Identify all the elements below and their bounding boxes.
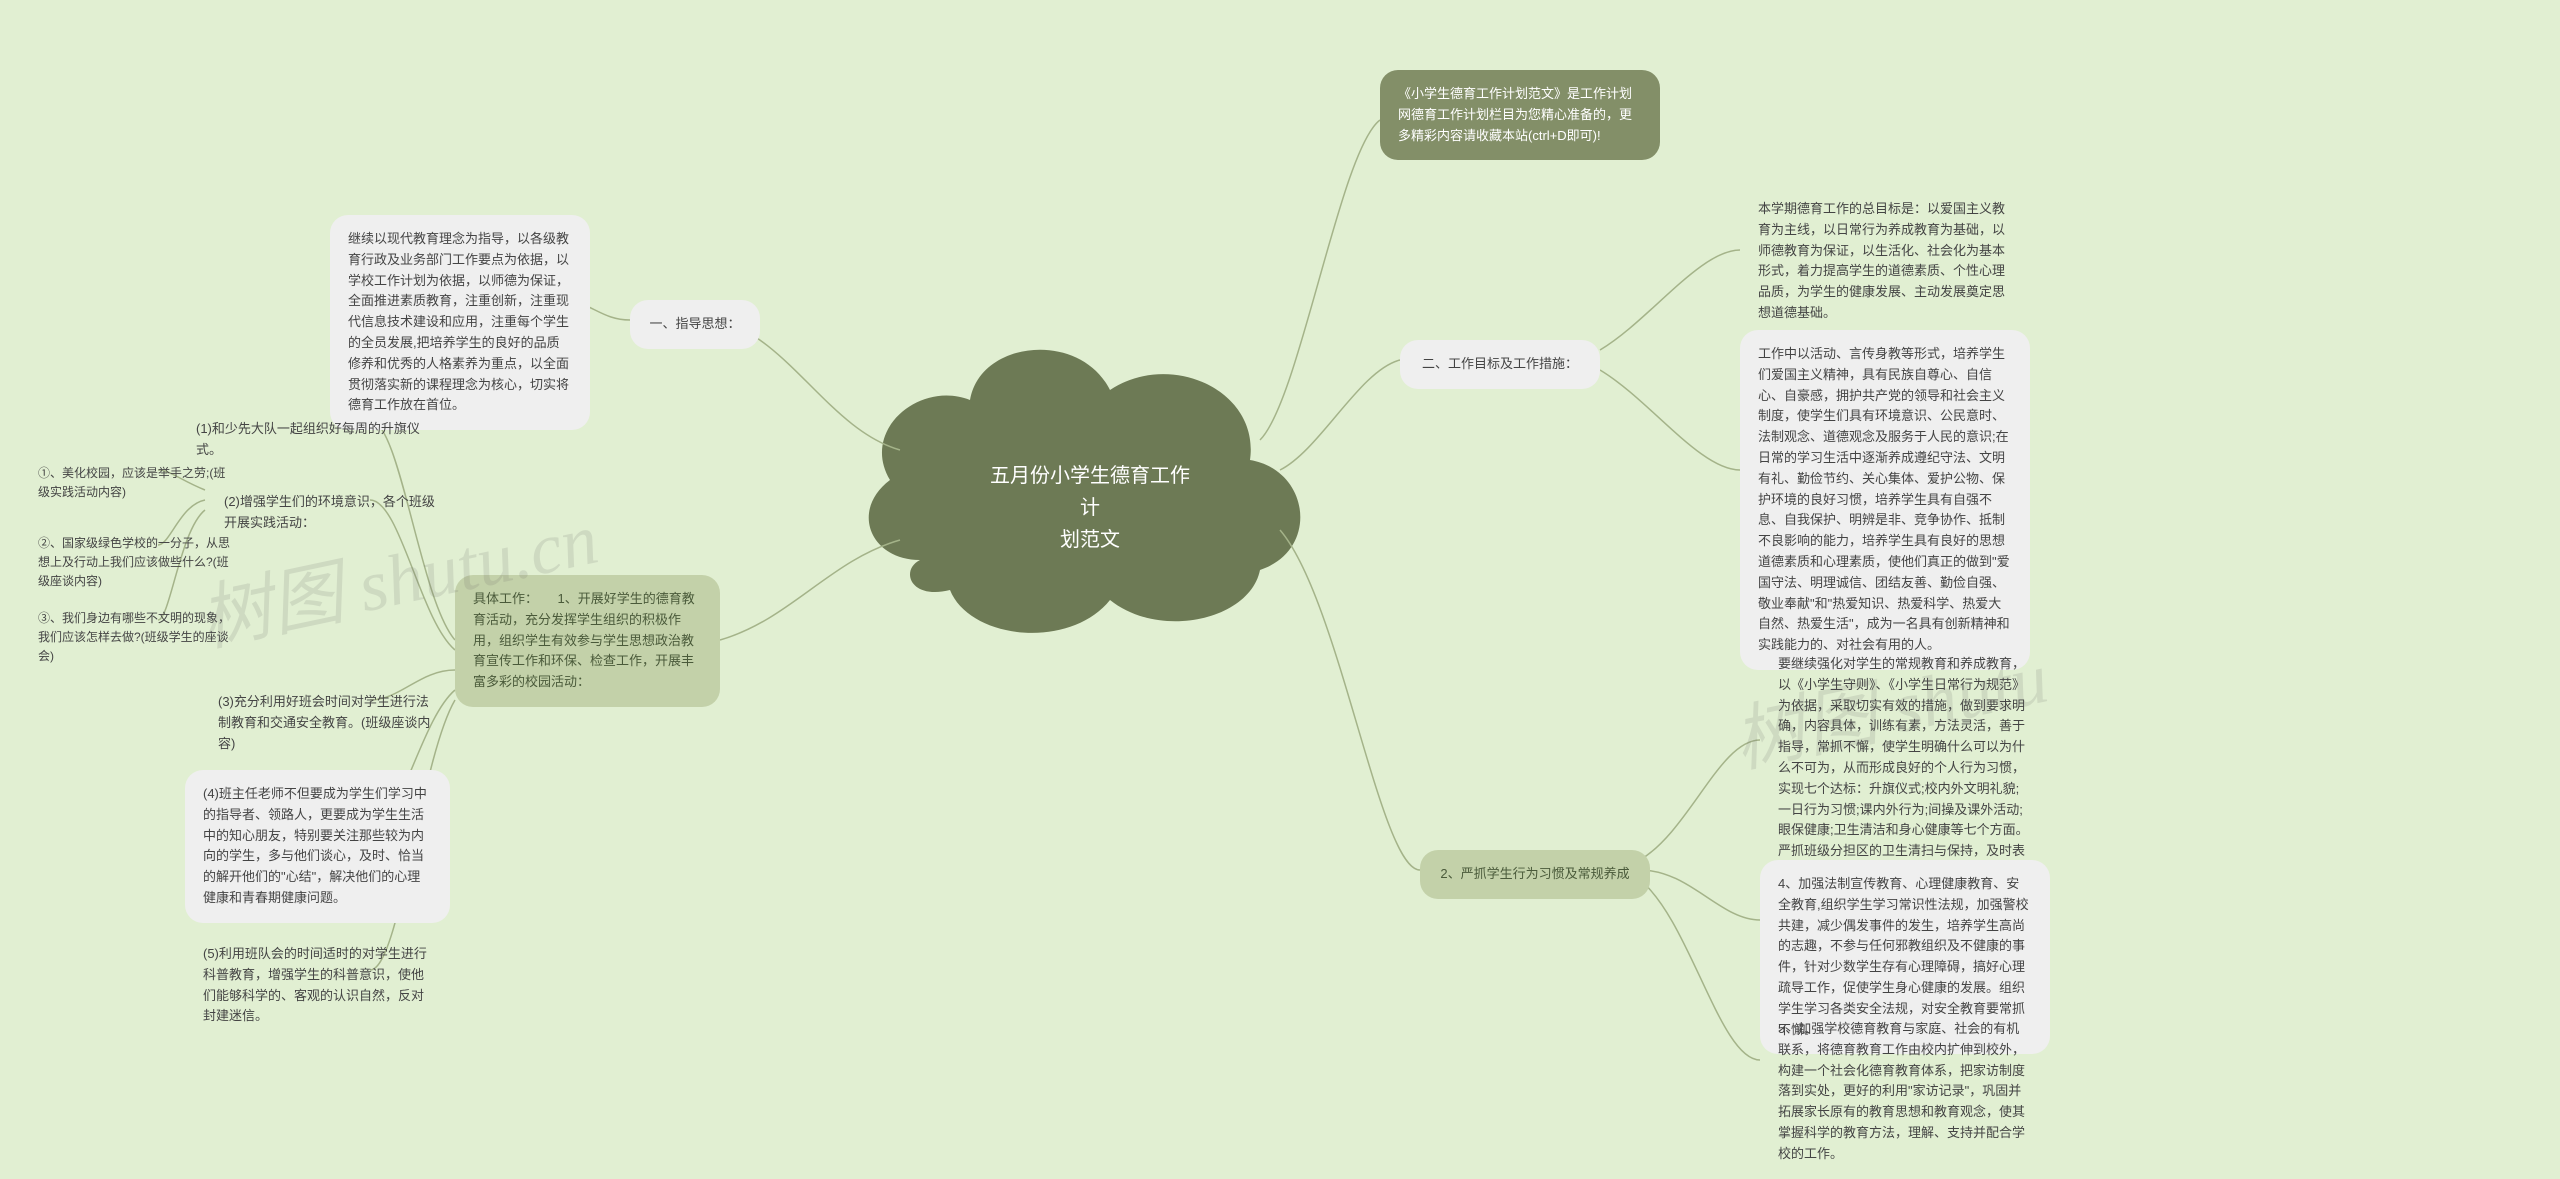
intro-node: 《小学生德育工作计划范文》是工作计划网德育工作计划栏目为您精心准备的，更多精彩内… bbox=[1380, 70, 1660, 160]
w2-1-text: ①、美化校园，应该是举手之劳;(班级实践活动内容) bbox=[38, 466, 225, 499]
center-node: 五月份小学生德育工作计划范文 bbox=[990, 460, 1190, 556]
work-title-text: 具体工作： 1、开展好学生的德育教育活动，充分发挥学生组织的积极作用，组织学生有… bbox=[473, 591, 695, 689]
w4-text: (4)班主任老师不但要成为学生们学习中的指导者、领路人，更要成为学生生活中的知心… bbox=[203, 786, 427, 905]
section2-title: 二、工作目标及工作措施： bbox=[1400, 340, 1600, 389]
work-item-5: (5)利用班队会的时间适时的对学生进行科普教育，增强学生的科普意识，使他们能够科… bbox=[185, 930, 450, 1041]
w2-text: (2)增强学生们的环境意识，各个班级开展实践活动： bbox=[224, 494, 435, 530]
strict-title: 2、严抓学生行为习惯及常规养成 bbox=[1420, 850, 1650, 899]
section2-body2: 工作中以活动、言传身教等形式，培养学生们爱国主义精神，具有民族自尊心、自信心、自… bbox=[1740, 330, 2030, 670]
w2-2-text: ②、国家级绿色学校的一分子，从思想上及行动上我们应该做些什么?(班级座谈内容) bbox=[38, 536, 230, 588]
section1-body: 继续以现代教育理念为指导，以各级教育行政及业务部门工作要点为依据，以学校工作计划… bbox=[330, 215, 590, 430]
section2-body1-text: 本学期德育工作的总目标是：以爱国主义教育为主线，以日常行为养成教育为基础，以师德… bbox=[1758, 201, 2005, 320]
w2-3-text: ③、我们身边有哪些不文明的现象，我们应该怎样去做?(班级学生的座谈会) bbox=[38, 611, 230, 663]
section1-title: 一、指导思想： bbox=[630, 300, 760, 349]
intro-text: 《小学生德育工作计划范文》是工作计划网德育工作计划栏目为您精心准备的，更多精彩内… bbox=[1398, 86, 1632, 143]
work-item-3: (3)充分利用好班会时间对学生进行法制教育和交通安全教育。(班级座谈内容) bbox=[200, 678, 450, 768]
section2-title-text: 二、工作目标及工作措施： bbox=[1422, 356, 1578, 371]
work-item-2-3: ③、我们身边有哪些不文明的现象，我们应该怎样去做?(班级学生的座谈会) bbox=[20, 595, 250, 681]
work-item-2-2: ②、国家级绿色学校的一分子，从思想上及行动上我们应该做些什么?(班级座谈内容) bbox=[20, 520, 250, 606]
work-item-4: (4)班主任老师不但要成为学生们学习中的指导者、领路人，更要成为学生生活中的知心… bbox=[185, 770, 450, 923]
strict-body-3: 5、加强学校德育教育与家庭、社会的有机联系，将德育教育工作由校内扩伸到校外，构建… bbox=[1760, 1005, 2050, 1179]
section1-title-text: 一、指导思想： bbox=[649, 316, 740, 331]
section1-body-text: 继续以现代教育理念为指导，以各级教育行政及业务部门工作要点为依据，以学校工作计划… bbox=[348, 231, 569, 412]
w3-text: (3)充分利用好班会时间对学生进行法制教育和交通安全教育。(班级座谈内容) bbox=[218, 694, 430, 751]
work-item-2-1: ①、美化校园，应该是举手之劳;(班级实践活动内容) bbox=[20, 450, 250, 516]
work-title: 具体工作： 1、开展好学生的德育教育活动，充分发挥学生组织的积极作用，组织学生有… bbox=[455, 575, 720, 707]
strict-title-text: 2、严抓学生行为习惯及常规养成 bbox=[1440, 866, 1629, 881]
section2-body1: 本学期德育工作的总目标是：以爱国主义教育为主线，以日常行为养成教育为基础，以师德… bbox=[1740, 185, 2030, 338]
section2-body2-text: 工作中以活动、言传身教等形式，培养学生们爱国主义精神，具有民族自尊心、自信心、自… bbox=[1758, 346, 2010, 652]
w5-text: (5)利用班队会的时间适时的对学生进行科普教育，增强学生的科普意识，使他们能够科… bbox=[203, 946, 427, 1023]
center-text: 五月份小学生德育工作计划范文 bbox=[990, 465, 1190, 551]
strict-3-text: 5、加强学校德育教育与家庭、社会的有机联系，将德育教育工作由校内扩伸到校外，构建… bbox=[1778, 1021, 2025, 1161]
